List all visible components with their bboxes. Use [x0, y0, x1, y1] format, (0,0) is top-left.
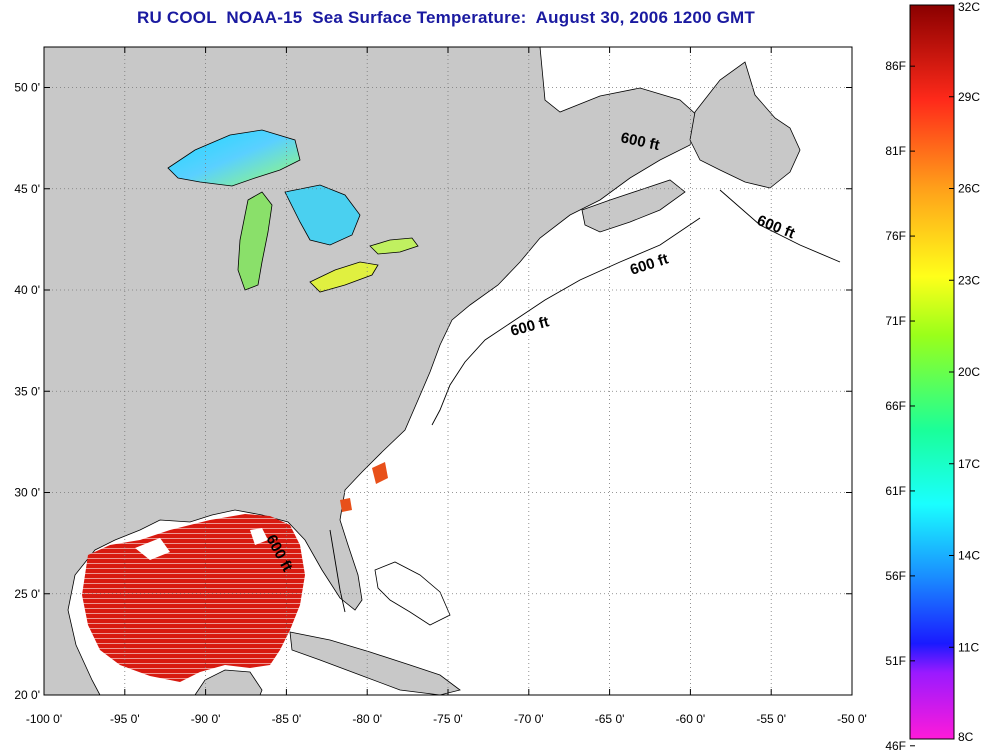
lake-huron	[284, 184, 361, 246]
gulf-white-patch	[250, 528, 268, 545]
longitude-tick-label: -75 0'	[433, 712, 463, 726]
atlantic-sst	[372, 462, 388, 484]
lake-erie	[309, 261, 379, 293]
land-nova-scotia	[581, 179, 686, 233]
latitude-tick-label: 40 0'	[14, 283, 40, 297]
latitude-tick-label: 35 0'	[14, 384, 40, 398]
longitude-tick-label: -65 0'	[595, 712, 625, 726]
colorbar-fahrenheit-label: 71F	[885, 314, 906, 328]
colorbar-celsius-label: 20C	[958, 365, 980, 379]
great-lakes	[167, 129, 419, 293]
gulf-sst	[82, 514, 305, 682]
colorbar-celsius-label: 26C	[958, 182, 980, 196]
longitude-tick-label: -85 0'	[272, 712, 302, 726]
land-north-america	[43, 46, 701, 696]
gulf-white-patch	[135, 538, 170, 560]
colorbar-celsius-label: 32C	[958, 0, 980, 14]
longitude-tick-label: -90 0'	[191, 712, 221, 726]
colorbar-fahrenheit-label: 66F	[885, 399, 906, 413]
longitude-tick-label: -80 0'	[352, 712, 382, 726]
map-title: RU COOL NOAA-15 Sea Surface Temperature:…	[137, 8, 755, 27]
tick-marks	[43, 47, 853, 696]
land-newfoundland	[689, 61, 801, 189]
latitude-tick-label: 20 0'	[14, 688, 40, 702]
longitude-tick-label: -95 0'	[110, 712, 140, 726]
colorbar-fahrenheit-label: 76F	[885, 229, 906, 243]
colorbar-celsius-label: 14C	[958, 549, 980, 563]
atlantic-sst	[340, 498, 352, 512]
colorbar-celsius-label: 17C	[958, 457, 980, 471]
colorbar-celsius-label: 23C	[958, 273, 980, 287]
lake-michigan	[237, 191, 273, 291]
latitude-labels: 50 0' 45 0' 40 0' 35 0' 30 0' 25 0' 20 0'	[14, 81, 40, 703]
depth-contour-600ft	[329, 189, 841, 613]
land-cuba	[289, 631, 461, 696]
colorbar-celsius-label: 11C	[958, 640, 979, 654]
longitude-tick-label: -55 0'	[756, 712, 786, 726]
grid	[44, 47, 852, 695]
colorbar	[909, 4, 955, 740]
latitude-tick-label: 45 0'	[14, 182, 40, 196]
colorbar-fahrenheit-label: 61F	[885, 484, 906, 498]
colorbar-celsius-label: 29C	[958, 90, 980, 104]
latitude-tick-label: 25 0'	[14, 587, 40, 601]
colorbar-ticks	[910, 4, 954, 747]
longitude-tick-label: -50 0'	[837, 712, 867, 726]
colorbar-fahrenheit-label: 86F	[885, 59, 906, 73]
colorbar-celsius-label: 8C	[958, 730, 974, 744]
latitude-tick-label: 50 0'	[14, 81, 40, 95]
lake-superior	[167, 129, 301, 187]
longitude-tick-label: -60 0'	[676, 712, 706, 726]
latitude-tick-label: 30 0'	[14, 486, 40, 500]
colorbar-fahrenheit-label: 51F	[885, 654, 906, 668]
longitude-tick-label: -70 0'	[514, 712, 544, 726]
lake-ontario	[369, 237, 419, 255]
colorbar-labels: 32C 29C 26C 23C 20C 17C 14C 11C 8C 86F 81F 76F 71F 66…	[885, 0, 980, 753]
colorbar-fahrenheit-label: 46F	[885, 739, 906, 753]
colorbar-fahrenheit-label: 56F	[885, 569, 906, 583]
longitude-tick-label: -100 0'	[26, 712, 62, 726]
colorbar-fahrenheit-label: 81F	[885, 144, 906, 158]
longitude-labels: -100 0' -95 0' -90 0' -85 0' -80 0' -75 0' -70…	[26, 712, 867, 726]
